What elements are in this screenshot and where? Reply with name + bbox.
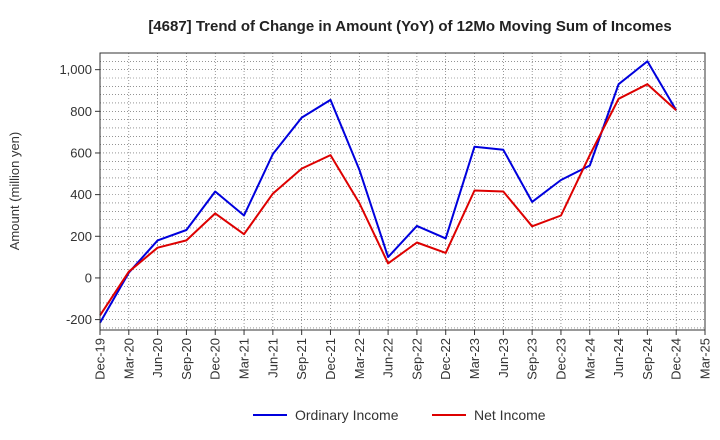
x-tick-label: Sep-22 bbox=[409, 338, 424, 380]
x-axis: Dec-19 Mar-20 Jun-20 Sep-20 Dec-20 Mar-21 Jun-… bbox=[93, 330, 713, 380]
y-tick-label: 400 bbox=[70, 187, 92, 202]
x-tick-label: Sep-23 bbox=[525, 338, 540, 380]
x-tick-label: Sep-24 bbox=[640, 338, 655, 380]
x-tick-label: Dec-24 bbox=[669, 338, 684, 380]
x-tick-label: Mar-25 bbox=[698, 338, 713, 379]
series-line-net-income bbox=[99, 83, 677, 316]
x-tick-label: Dec-23 bbox=[553, 338, 568, 380]
plot-area bbox=[100, 53, 705, 330]
x-tick-label: Dec-22 bbox=[438, 338, 453, 380]
x-tick-label: Dec-20 bbox=[208, 338, 223, 380]
x-tick-label: Jun-21 bbox=[265, 338, 280, 378]
x-tick-label: Sep-20 bbox=[179, 338, 194, 380]
plot-border bbox=[99, 52, 706, 331]
y-tick-label: -200 bbox=[66, 312, 92, 327]
series-line-ordinary-income bbox=[99, 60, 678, 324]
y-tick-label: 1,000 bbox=[59, 62, 92, 77]
x-tick-label: Jun-23 bbox=[496, 338, 511, 378]
y-tick-label: 600 bbox=[70, 145, 92, 160]
series-group bbox=[99, 60, 678, 324]
y-axis: -200 0 200 400 600 800 1,000 bbox=[59, 62, 100, 327]
x-tick-label: Mar-22 bbox=[352, 338, 367, 379]
chart-title: [4687] Trend of Change in Amount (YoY) o… bbox=[148, 18, 671, 35]
x-tick-label: Dec-19 bbox=[93, 338, 108, 380]
x-tick-label: Jun-22 bbox=[381, 338, 396, 378]
x-tick-label: Jun-24 bbox=[611, 338, 626, 378]
x-tick-label: Mar-24 bbox=[582, 338, 597, 379]
y-tick-label: 200 bbox=[70, 229, 92, 244]
y-axis-label: Amount (million yen) bbox=[7, 132, 22, 251]
x-tick-label: Sep-21 bbox=[294, 338, 309, 380]
x-tick-label: Mar-23 bbox=[467, 338, 482, 379]
x-tick-label: Mar-20 bbox=[121, 338, 136, 379]
x-tick-label: Jun-20 bbox=[150, 338, 165, 378]
x-tick-label: Mar-21 bbox=[237, 338, 252, 379]
y-tick-label: 0 bbox=[85, 270, 92, 285]
y-tick-label: 800 bbox=[70, 104, 92, 119]
legend: Ordinary Income Net Income bbox=[253, 407, 546, 423]
legend-label: Ordinary Income bbox=[295, 407, 399, 423]
x-tick-label: Dec-21 bbox=[323, 338, 338, 380]
legend-label: Net Income bbox=[474, 407, 546, 423]
